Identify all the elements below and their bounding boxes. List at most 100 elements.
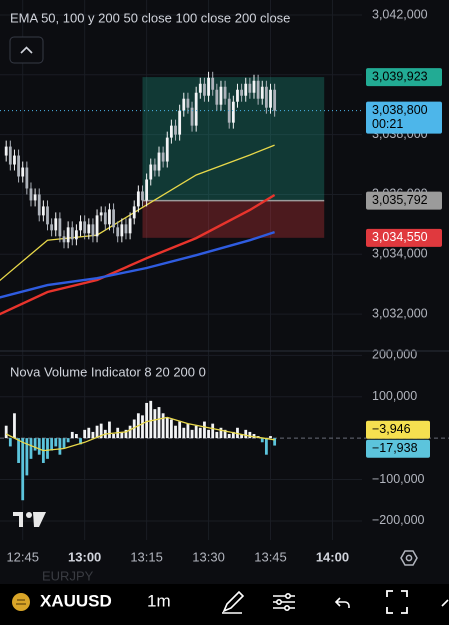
candle-body (240, 89, 244, 96)
volume-bar (17, 438, 20, 463)
last-price-label: 3,038,800 (372, 103, 428, 117)
x-tick-label: 13:00 (68, 549, 101, 564)
fullscreen[interactable] (386, 590, 408, 614)
volume-bar (248, 431, 252, 439)
signal-line (5, 416, 275, 452)
volume-bar (207, 429, 210, 439)
candle-body (95, 215, 99, 237)
volume-bar (95, 425, 99, 439)
volume-bar (227, 433, 231, 439)
candle-body (41, 206, 45, 216)
x-tick-label: 14:00 (316, 549, 349, 564)
candle-body (136, 191, 140, 207)
volume-bar (223, 429, 227, 439)
volume-bar (260, 438, 264, 443)
volume-bar (33, 438, 37, 451)
volume-bar (79, 438, 82, 445)
x-tick-label: 13:30 (192, 549, 225, 564)
candle-body (223, 86, 227, 99)
volume-bar (66, 438, 70, 443)
candle-body (17, 155, 20, 177)
candle-body (269, 89, 272, 108)
draw-tool[interactable] (222, 590, 245, 614)
candle-body (75, 230, 78, 240)
y-tick-label: 3,032,000 (372, 306, 428, 320)
tv-logo (13, 512, 46, 527)
volume-bar (215, 431, 219, 439)
volume-bar (54, 438, 58, 447)
volume-bar (108, 421, 111, 439)
volume-bar (186, 423, 190, 439)
volume-bar (264, 438, 268, 455)
x-tick-label: 12:45 (6, 549, 39, 564)
settings-icon[interactable] (400, 550, 418, 566)
candle-body (215, 89, 219, 105)
candle-body (79, 221, 82, 231)
volume-bar (37, 438, 41, 455)
x-tick-label: 13:45 (254, 549, 287, 564)
volume-bar (194, 425, 198, 439)
volume-bar (4, 425, 8, 439)
volume-bar (219, 427, 223, 439)
volume-bar (29, 438, 33, 459)
volume-bar (8, 438, 12, 447)
candle-body (178, 110, 182, 135)
y-tick-label: −100,000 (372, 472, 425, 486)
ema-line (0, 193, 276, 316)
candle-body (211, 77, 215, 90)
y-tick-label: 3,034,000 (372, 247, 428, 261)
candle-body (236, 89, 239, 102)
indicator-legend: EMA 50, 100 y 200 50 close 100 close 200… (10, 10, 290, 25)
candle-body (108, 209, 111, 225)
price-label-box (366, 68, 442, 87)
indicators-tool[interactable] (273, 592, 295, 611)
collapse-button[interactable] (9, 36, 44, 64)
candle-body (103, 212, 107, 225)
undo[interactable] (334, 597, 350, 608)
background-symbol: EURJPY (42, 568, 94, 583)
candle-body (116, 227, 120, 237)
candle-body (256, 80, 260, 99)
countdown: 00:21 (372, 117, 403, 131)
price-label-box (366, 228, 442, 247)
candle-body (182, 98, 186, 111)
volume-bar (145, 402, 149, 439)
volume-bar (182, 427, 186, 439)
volume-bar (46, 438, 49, 459)
volume-bar (165, 417, 169, 439)
volume-bar (70, 431, 74, 439)
candle-body (54, 218, 58, 231)
candle-body (157, 152, 161, 171)
candle-body (33, 194, 37, 201)
candle-body (231, 101, 235, 123)
candle-body (264, 86, 268, 108)
indicator-title: Nova Volume Indicator 8 20 200 0 (10, 364, 206, 379)
volume-bar (169, 419, 173, 439)
symbol-icon[interactable] (12, 593, 30, 611)
volume-bar (99, 423, 103, 439)
volume-bar (124, 429, 128, 439)
more[interactable] (441, 599, 449, 607)
volume-bar (112, 433, 115, 439)
y-tick-label: 3,042,000 (372, 7, 428, 21)
volume-bar (153, 409, 157, 439)
volume-bar (141, 415, 144, 439)
candle-body (207, 77, 210, 96)
candle-body (21, 167, 25, 177)
candle-body (4, 146, 8, 156)
candle-body (252, 80, 256, 93)
last-price-box (366, 101, 442, 134)
candle-body (50, 224, 54, 231)
volume-bar (161, 413, 165, 439)
ema-line (0, 230, 275, 299)
candle-body (83, 221, 87, 234)
volume-bar (132, 419, 136, 439)
candle-body (99, 212, 103, 216)
symbol[interactable]: XAUUSD (40, 591, 112, 610)
candle-body (70, 227, 74, 240)
value-label: −3,946 (372, 422, 411, 436)
candle-body (169, 125, 173, 138)
interval[interactable]: 1m (147, 591, 171, 610)
volume-bar (149, 400, 153, 439)
candle-body (8, 146, 12, 165)
